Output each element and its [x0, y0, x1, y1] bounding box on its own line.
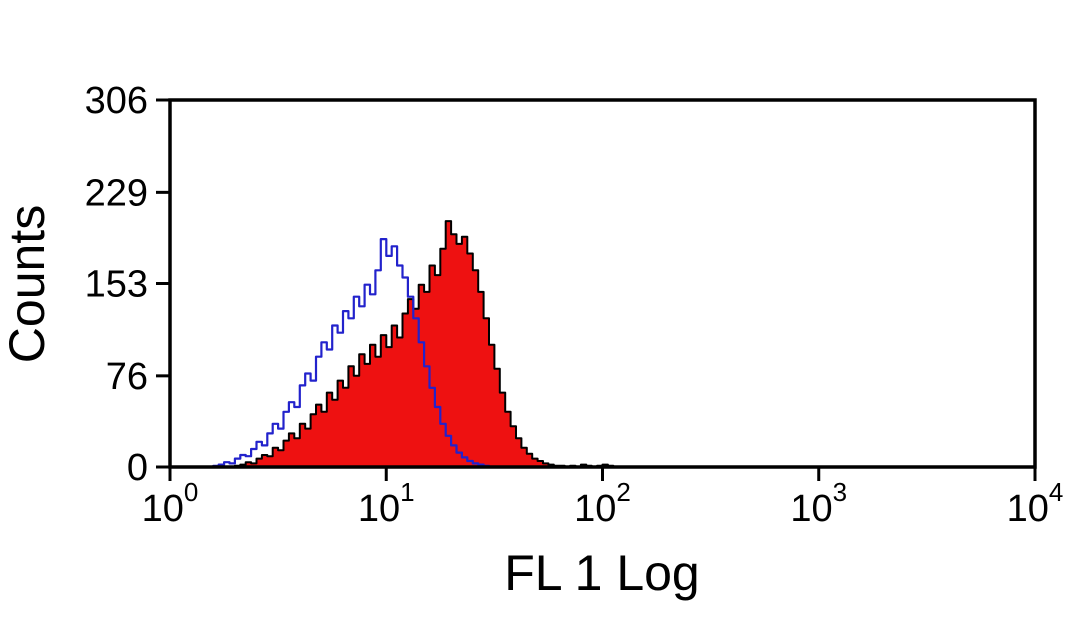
y-tick-label: 153 [85, 264, 148, 306]
x-axis-title: FL 1 Log [504, 545, 700, 601]
series-negative-control-open-blue [212, 238, 495, 469]
x-tick-base: 10 [1007, 488, 1049, 530]
x-tick-base: 10 [574, 488, 616, 530]
x-tick-exponent: 0 [184, 477, 198, 507]
x-tick-exponent: 1 [400, 477, 414, 507]
y-axis-title: Counts [0, 205, 55, 363]
y-tick-label: 229 [85, 172, 148, 214]
series-group [212, 220, 620, 469]
x-tick-base: 10 [358, 488, 400, 530]
x-tick-exponent: 2 [616, 477, 630, 507]
x-axis-ticks: 100 101 102 103 104 [142, 467, 1064, 530]
x-tick-label: 103 [790, 477, 847, 530]
x-tick-base: 10 [142, 488, 184, 530]
x-tick-exponent: 3 [833, 477, 847, 507]
x-tick-base: 10 [790, 488, 832, 530]
x-tick-label: 104 [1007, 477, 1064, 530]
y-tick-label: 0 [127, 447, 148, 489]
x-tick-label: 100 [142, 477, 199, 530]
x-tick-exponent: 4 [1049, 477, 1063, 507]
y-tick-label: 76 [106, 356, 148, 398]
y-tick-label: 306 [85, 80, 148, 122]
plot-frame [168, 98, 1037, 469]
x-tick-label: 101 [358, 477, 415, 530]
series-stained-sample-filled-red [233, 220, 620, 468]
x-tick-label: 102 [574, 477, 631, 530]
y-axis-ticks: 0 76 153 229 306 [85, 80, 170, 489]
